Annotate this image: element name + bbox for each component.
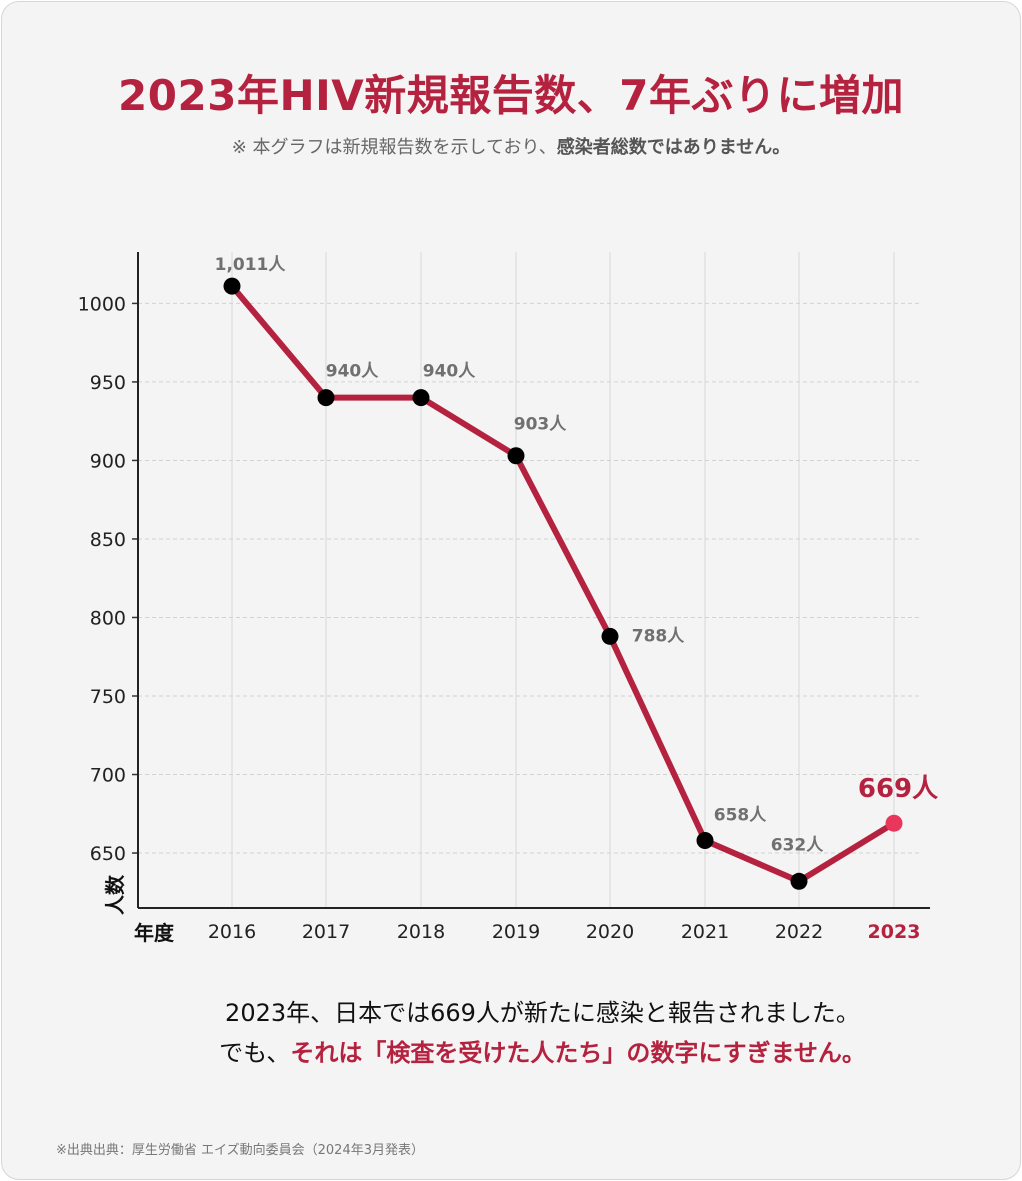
data-point-2021 — [696, 831, 714, 849]
y-tick-label: 700 — [90, 765, 126, 787]
data-label: 658人 — [714, 805, 767, 825]
y-tick-label: 900 — [90, 450, 126, 472]
data-label: 788人 — [632, 626, 685, 646]
data-point-2020 — [601, 627, 619, 645]
data-point-2017 — [317, 389, 335, 407]
x-tick-label: 2022 — [775, 921, 823, 943]
data-point-2019 — [507, 447, 525, 465]
x-axis-title: 年度 — [134, 921, 175, 945]
data-label: 1,011人 — [215, 255, 287, 275]
subtitle-note: ※ 本グラフは新規報告数を示しており、感染者総数ではありません。 — [0, 133, 1022, 159]
data-label: 940人 — [326, 362, 379, 382]
data-point-2016 — [223, 277, 241, 295]
caption-highlight: それは「検査を受けた人たち」の数字にすぎません。 — [290, 1039, 866, 1067]
y-tick-label: 850 — [90, 529, 126, 551]
y-tick-label: 650 — [90, 843, 126, 865]
caption-line-2: でも、それは「検査を受けた人たち」の数字にすぎません。 — [0, 1033, 1022, 1068]
x-tick-label: 2021 — [681, 921, 729, 943]
caption-line-2-prefix: でも、 — [219, 1039, 291, 1067]
data-label: 632人 — [771, 835, 824, 855]
x-tick-label: 2019 — [492, 921, 540, 943]
data-points — [223, 277, 903, 890]
x-tick-label: 2017 — [302, 921, 350, 943]
y-tick-label: 800 — [90, 607, 126, 629]
grid — [138, 252, 922, 908]
data-label: 903人 — [514, 415, 567, 435]
axes: 650 700 750 800 850 900 950 1000 2016 2017 2018 201… — [78, 252, 930, 945]
y-tick-label: 750 — [90, 686, 126, 708]
data-label: 940人 — [423, 362, 476, 382]
highlight-point-2023 — [885, 814, 903, 832]
x-tick-label: 2018 — [397, 921, 445, 943]
y-tick-label: 1000 — [78, 293, 126, 315]
y-tick-label: 950 — [90, 372, 126, 394]
x-tick-label: 2020 — [586, 921, 634, 943]
data-point-2022 — [790, 872, 808, 890]
series-line — [229, 283, 897, 885]
x-tick-label: 2016 — [208, 921, 256, 943]
subtitle-text: ※ 本グラフは新規報告数を示しており、 — [231, 137, 557, 158]
subtitle-emphasis: 感染者総数ではありません。 — [556, 137, 791, 158]
caption-line-1: 2023年、日本では669人が新たに感染と報告されました。 — [225, 999, 860, 1027]
y-axis-title: 人数 — [103, 874, 127, 915]
highlight-data-label: 669人 — [858, 774, 938, 804]
data-point-2018 — [412, 389, 430, 407]
series-line-layer — [229, 283, 897, 885]
source-note: ※出典出典：厚生労働省 エイズ動向委員会（2024年3月発表） — [56, 1143, 424, 1158]
page-title: 2023年HIV新規報告数、7年ぶりに増加 — [118, 71, 904, 120]
x-tick-label: 2023 — [868, 921, 921, 943]
